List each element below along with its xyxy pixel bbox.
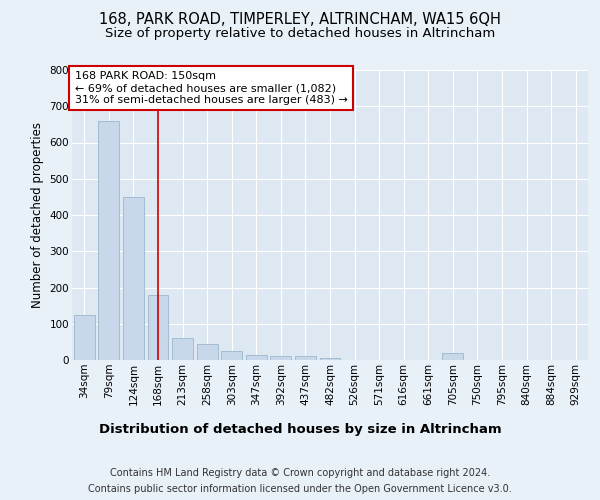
Text: Contains public sector information licensed under the Open Government Licence v3: Contains public sector information licen… bbox=[88, 484, 512, 494]
Bar bbox=[221, 351, 242, 360]
Text: 168 PARK ROAD: 150sqm
← 69% of detached houses are smaller (1,082)
31% of semi-d: 168 PARK ROAD: 150sqm ← 69% of detached … bbox=[74, 72, 347, 104]
Bar bbox=[123, 197, 144, 360]
Bar bbox=[295, 356, 316, 360]
Bar bbox=[442, 353, 463, 360]
Text: Distribution of detached houses by size in Altrincham: Distribution of detached houses by size … bbox=[98, 422, 502, 436]
Bar bbox=[197, 344, 218, 360]
Bar bbox=[74, 314, 95, 360]
Bar bbox=[246, 354, 267, 360]
Bar bbox=[148, 294, 169, 360]
Y-axis label: Number of detached properties: Number of detached properties bbox=[31, 122, 44, 308]
Bar bbox=[271, 356, 292, 360]
Bar bbox=[98, 120, 119, 360]
Text: Contains HM Land Registry data © Crown copyright and database right 2024.: Contains HM Land Registry data © Crown c… bbox=[110, 468, 490, 477]
Bar bbox=[320, 358, 340, 360]
Text: Size of property relative to detached houses in Altrincham: Size of property relative to detached ho… bbox=[105, 28, 495, 40]
Text: 168, PARK ROAD, TIMPERLEY, ALTRINCHAM, WA15 6QH: 168, PARK ROAD, TIMPERLEY, ALTRINCHAM, W… bbox=[99, 12, 501, 28]
Bar bbox=[172, 338, 193, 360]
